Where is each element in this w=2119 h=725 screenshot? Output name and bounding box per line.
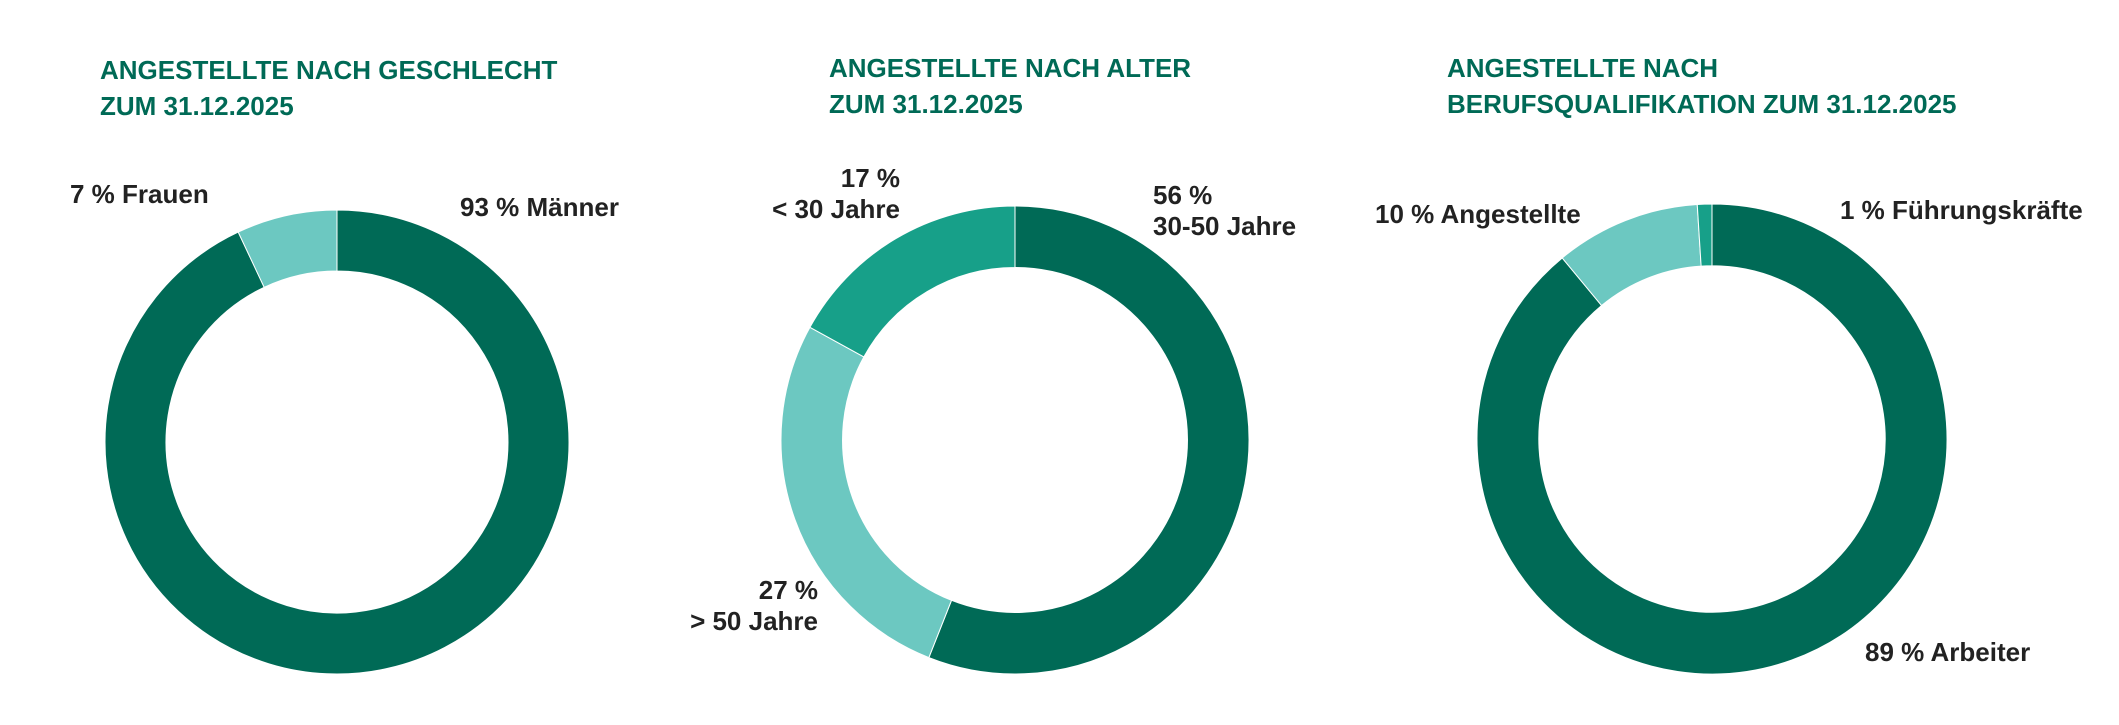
chart-title-line: BERUFSQUALIFIKATION ZUM 31.12.2025 [1447,89,1957,119]
slice-label-line: 30-50 Jahre [1153,211,1297,241]
donut-chart-gender [104,209,570,675]
slice-frauen [237,209,338,288]
slice-label-arbeiter: 89 % Arbeiter [1865,637,2030,668]
chart-title: ANGESTELLTE NACH BERUFSQUALIFIKATION ZUM… [1447,50,1957,122]
chart-title: ANGESTELLTE NACH GESCHLECHT ZUM 31.12.20… [100,52,557,124]
slice-label-line: < 30 Jahre [772,194,900,224]
slice-50-jahre [780,326,953,659]
slice-label-over-50: 27 % > 50 Jahre [660,575,818,637]
slice-label-line: 89 % Arbeiter [1865,637,2031,667]
slice-label-line: 17 % [840,163,900,193]
chart-title-line: ANGESTELLTE NACH ALTER [829,53,1192,83]
slice-arbeiter [1476,203,1948,675]
slice-label-line: 93 % Männer [460,192,619,222]
chart-gender: ANGESTELLTE NACH GESCHLECHT ZUM 31.12.20… [0,0,700,725]
chart-title-line: ZUM 31.12.2025 [100,91,294,121]
slice-maenner [104,209,570,675]
slice-label-under-30: 17 % < 30 Jahre [735,163,900,225]
slice-fuehrungskraefte [1696,203,1713,267]
slice-label-line: > 50 Jahre [690,606,818,636]
slice-label-30-50: 56 % 30-50 Jahre [1153,180,1296,242]
slice-label-frauen: 7 % Frauen [70,179,209,210]
slice-label-line: 56 % [1153,180,1213,210]
slice-label-line: 10 % Angestellte [1375,199,1581,229]
chart-age: ANGESTELLTE NACH ALTER ZUM 31.12.2025 17… [660,50,1296,675]
slice-label-fuehrungskraefte: 1 % Führungskräfte [1840,195,2083,226]
chart-title-line: ANGESTELLTE NACH GESCHLECHT [100,55,558,85]
donut-chart-age [780,205,1250,675]
slice-label-line: 7 % Frauen [70,179,209,209]
chart-title-line: ZUM 31.12.2025 [829,89,1023,119]
slice-30-jahre [809,205,1016,358]
slice-label-maenner: 93 % Männer [460,192,619,223]
slice-label-line: 1 % Führungskräfte [1840,195,2083,225]
slice-label-line: 27 % [758,575,818,605]
chart-title: ANGESTELLTE NACH ALTER ZUM 31.12.2025 [829,50,1191,122]
slice-label-angestellte: 10 % Angestellte [1375,199,1581,230]
slice-30-50-jahre [928,205,1250,675]
donut-chart-qualification [1476,203,1948,675]
chart-title-line: ANGESTELLTE NACH [1447,53,1719,83]
